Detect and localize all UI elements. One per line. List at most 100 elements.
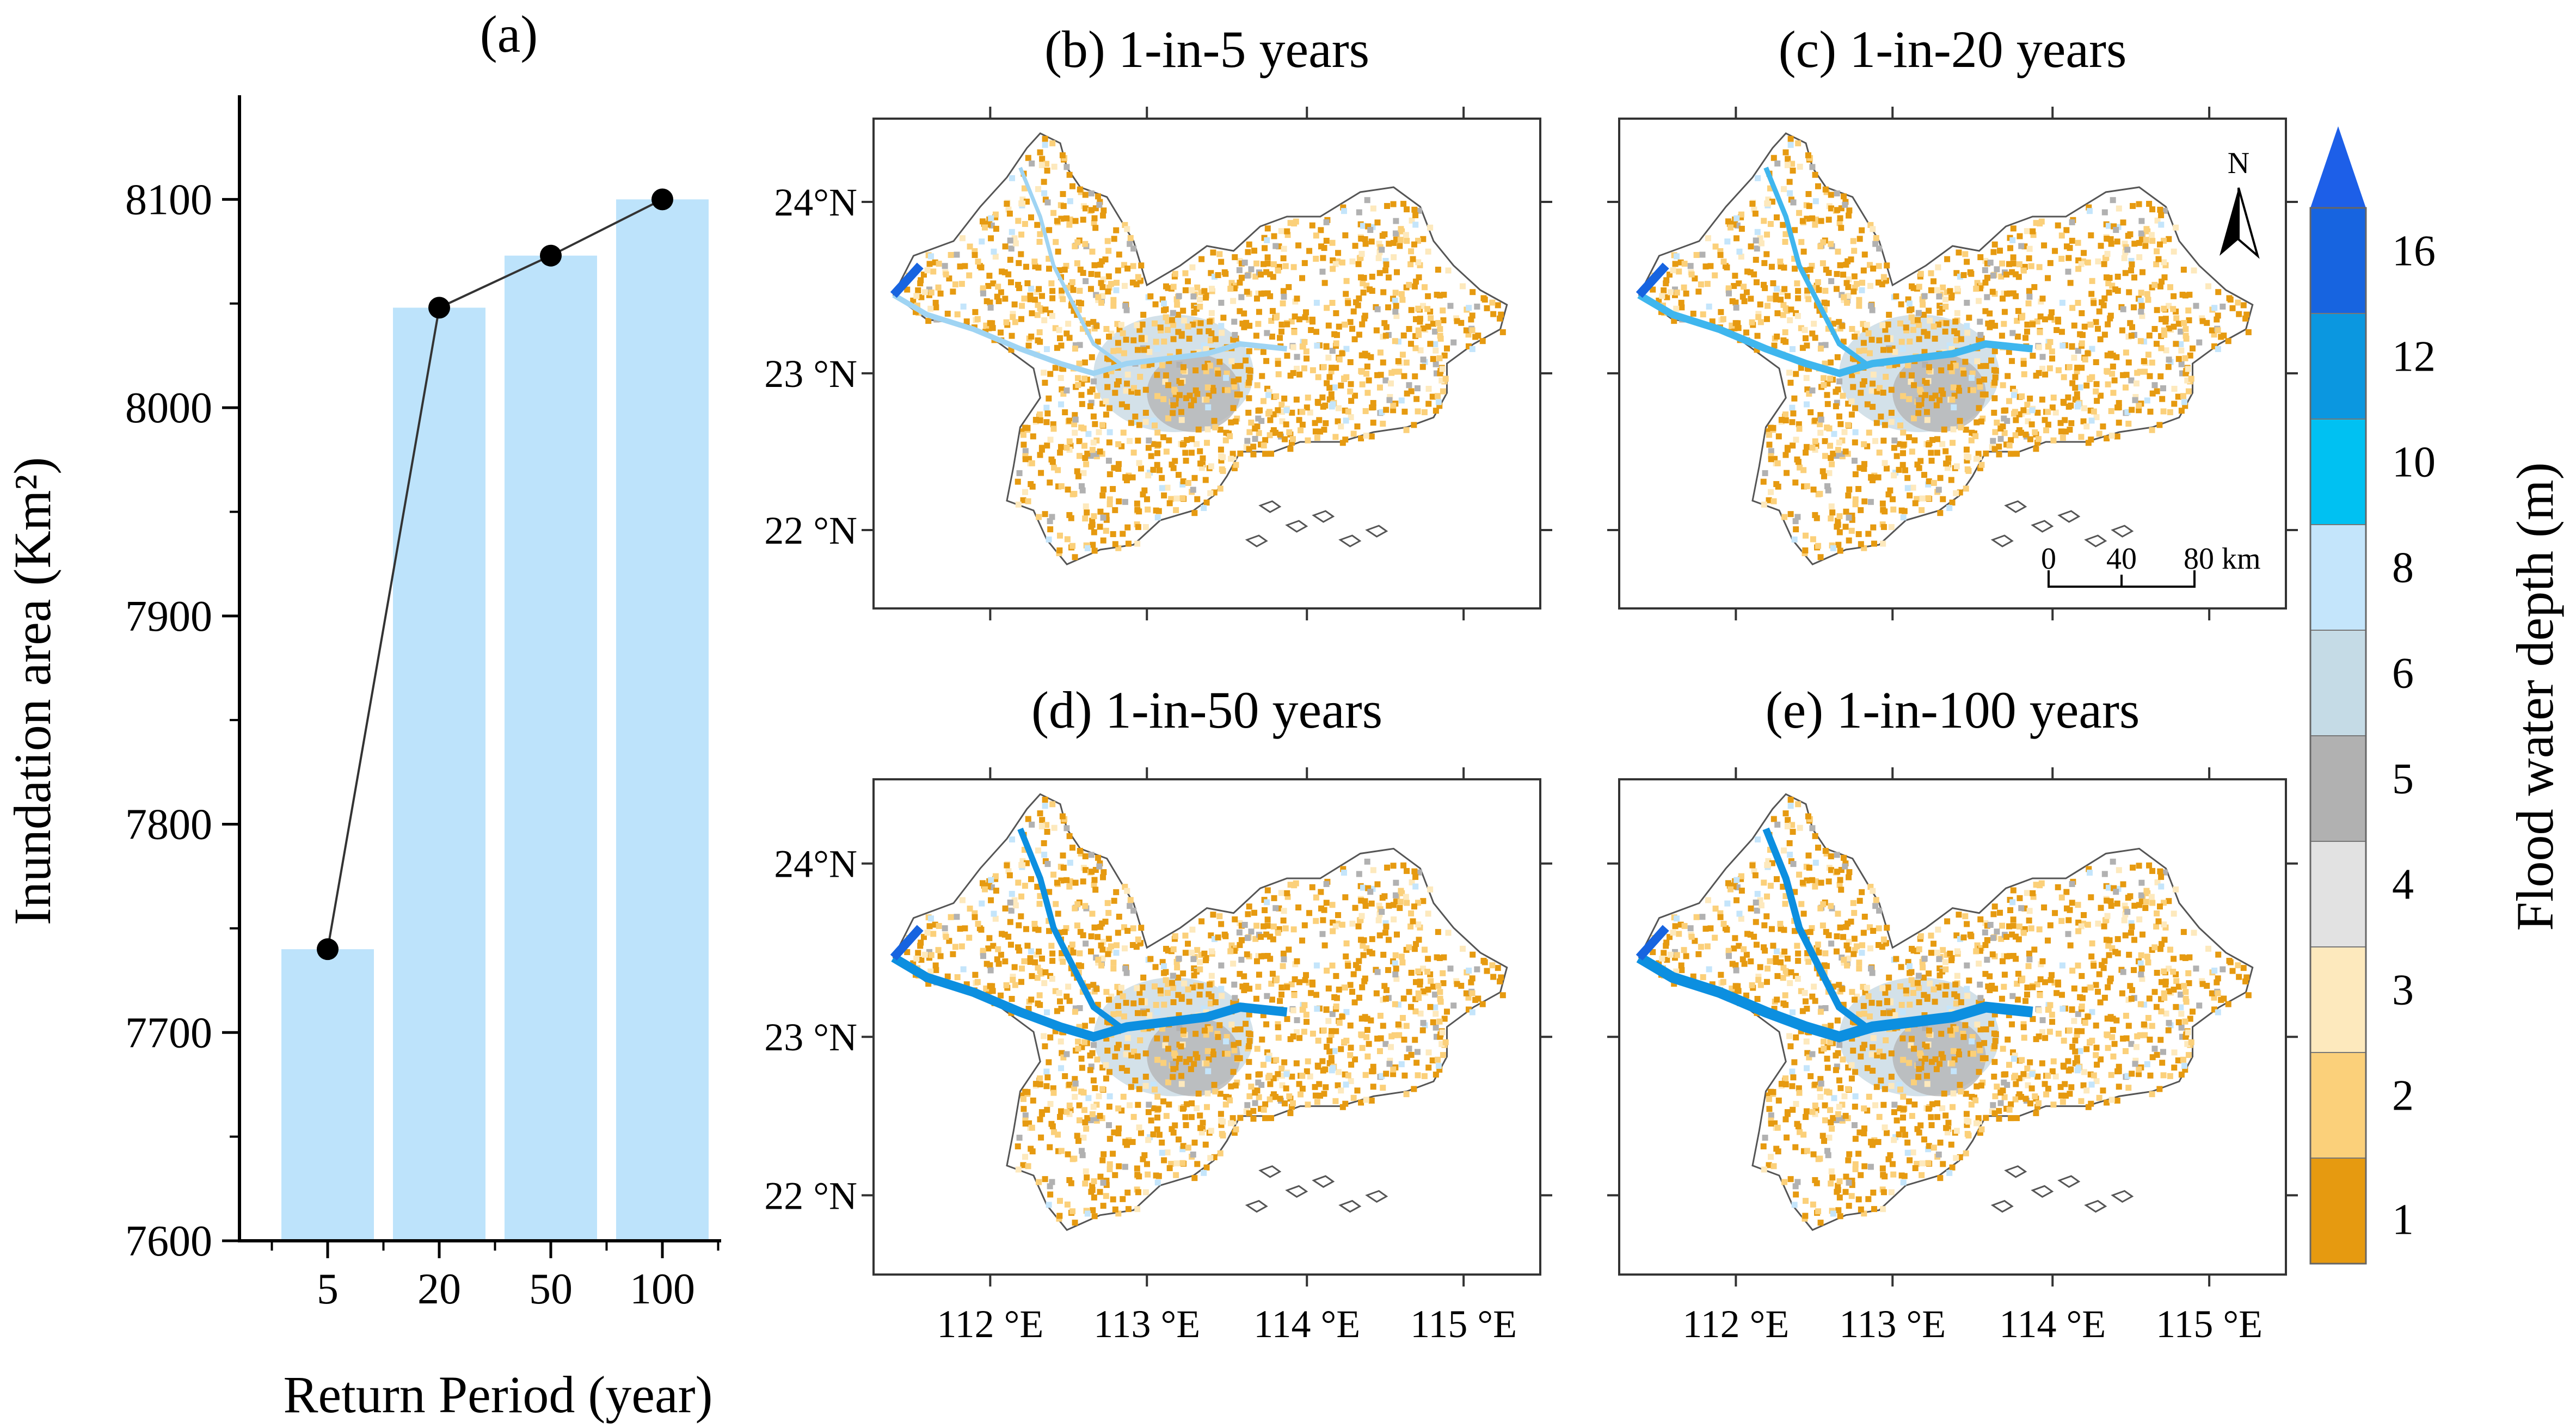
depth-pixel bbox=[942, 263, 948, 269]
depth-pixel bbox=[1480, 958, 1487, 964]
depth-pixel bbox=[1305, 1058, 1311, 1064]
depth-pixel bbox=[2144, 1061, 2150, 1068]
depth-pixel bbox=[1369, 1068, 1375, 1075]
depth-pixel bbox=[1944, 952, 1950, 958]
depth-pixel bbox=[1064, 536, 1071, 543]
depth-pixel bbox=[1370, 1084, 1376, 1090]
depth-pixel bbox=[1002, 905, 1009, 912]
depth-pixel bbox=[1236, 267, 1243, 273]
depth-pixel bbox=[1233, 461, 1239, 468]
depth-pixel bbox=[1022, 1117, 1029, 1124]
depth-pixel bbox=[1201, 342, 1207, 349]
depth-pixel bbox=[933, 967, 939, 974]
depth-pixel bbox=[1047, 479, 1053, 486]
depth-pixel bbox=[948, 914, 954, 920]
depth-pixel bbox=[1403, 427, 1410, 433]
depth-pixel bbox=[1007, 899, 1013, 906]
depth-pixel bbox=[2138, 290, 2144, 296]
depth-pixel bbox=[1096, 1093, 1102, 1099]
island bbox=[1312, 510, 1335, 523]
depth-pixel bbox=[1302, 977, 1308, 983]
depth-pixel bbox=[1404, 206, 1410, 213]
depth-pixel bbox=[1964, 466, 1971, 472]
depth-pixel bbox=[1324, 305, 1330, 311]
depth-pixel bbox=[1902, 1131, 1908, 1138]
depth-pixel bbox=[1856, 465, 1863, 471]
depth-pixel bbox=[1042, 1043, 1048, 1050]
depth-pixel bbox=[1968, 933, 1975, 939]
depth-pixel bbox=[1916, 402, 1922, 409]
depth-pixel bbox=[1802, 267, 1808, 274]
depth-pixel bbox=[1936, 303, 1943, 309]
depth-pixel bbox=[1403, 1091, 1410, 1098]
depth-pixel bbox=[1398, 291, 1405, 297]
depth-pixel bbox=[1236, 929, 1243, 935]
depth-pixel bbox=[1115, 1125, 1122, 1132]
depth-pixel bbox=[1914, 1161, 1920, 1167]
depth-pixel bbox=[2137, 298, 2144, 304]
depth-pixel bbox=[1025, 1163, 1031, 1170]
depth-pixel bbox=[1329, 1028, 1335, 1035]
depth-pixel bbox=[1743, 289, 1750, 296]
depth-pixel bbox=[1253, 995, 1259, 1002]
depth-pixel bbox=[1369, 287, 1375, 294]
depth-pixel bbox=[2006, 1062, 2012, 1068]
depth-pixel bbox=[2093, 1044, 2100, 1051]
depth-pixel bbox=[1296, 1081, 1302, 1087]
depth-pixel bbox=[2215, 975, 2221, 982]
depth-pixel bbox=[1218, 962, 1225, 969]
depth-pixel bbox=[2039, 296, 2046, 302]
depth-pixel bbox=[2101, 261, 2107, 267]
depth-pixel bbox=[1867, 221, 1874, 228]
depth-pixel bbox=[2245, 992, 2252, 999]
depth-pixel bbox=[1197, 303, 1203, 310]
depth-pixel bbox=[1340, 204, 1347, 211]
depth-pixel bbox=[1060, 852, 1066, 859]
depth-pixel bbox=[1060, 1054, 1067, 1061]
depth-pixel bbox=[1169, 1126, 1175, 1132]
depth-pixel bbox=[1183, 1122, 1189, 1129]
depth-pixel bbox=[1264, 1049, 1271, 1056]
depth-pixel bbox=[1896, 441, 1903, 447]
depth-pixel bbox=[1925, 441, 1932, 448]
depth-pixel bbox=[1306, 980, 1312, 986]
depth-pixel bbox=[1671, 981, 1677, 987]
depth-pixel bbox=[2031, 946, 2038, 953]
depth-pixel bbox=[1960, 1030, 1966, 1037]
depth-pixel bbox=[1164, 484, 1171, 491]
depth-pixel bbox=[1165, 1079, 1171, 1086]
depth-pixel bbox=[1428, 978, 1434, 984]
depth-pixel bbox=[1068, 945, 1074, 951]
depth-pixel bbox=[2116, 205, 2122, 212]
depth-pixel bbox=[1833, 1117, 1840, 1123]
depth-pixel bbox=[1145, 472, 1152, 479]
depth-pixel bbox=[1920, 311, 1927, 318]
depth-pixel bbox=[1186, 999, 1192, 1005]
depth-pixel bbox=[2072, 374, 2079, 380]
depth-pixel bbox=[1435, 393, 1441, 399]
depth-pixel bbox=[1132, 1083, 1139, 1090]
depth-pixel bbox=[1411, 868, 1418, 875]
depth-pixel bbox=[1864, 443, 1871, 450]
depth-pixel bbox=[1875, 474, 1882, 481]
depth-pixel bbox=[1991, 367, 1997, 373]
depth-pixel bbox=[935, 947, 942, 953]
depth-pixel bbox=[1342, 232, 1349, 238]
depth-pixel bbox=[1880, 1172, 1886, 1178]
depth-pixel bbox=[1928, 270, 1934, 276]
depth-pixel bbox=[1218, 323, 1225, 329]
depth-pixel bbox=[988, 215, 994, 221]
depth-pixel bbox=[1843, 508, 1849, 515]
depth-pixel bbox=[1812, 216, 1819, 223]
depth-pixel bbox=[1201, 1170, 1207, 1176]
depth-pixel bbox=[1164, 327, 1171, 333]
depth-pixel bbox=[2028, 925, 2034, 932]
depth-pixel bbox=[2010, 260, 2016, 267]
depth-pixel bbox=[1006, 211, 1013, 217]
depth-pixel bbox=[1114, 1045, 1121, 1051]
depth-pixel bbox=[1904, 475, 1911, 481]
depth-pixel bbox=[2055, 367, 2062, 373]
depth-pixel bbox=[1948, 368, 1955, 374]
depth-pixel bbox=[2054, 327, 2060, 334]
depth-pixel bbox=[2154, 307, 2160, 313]
